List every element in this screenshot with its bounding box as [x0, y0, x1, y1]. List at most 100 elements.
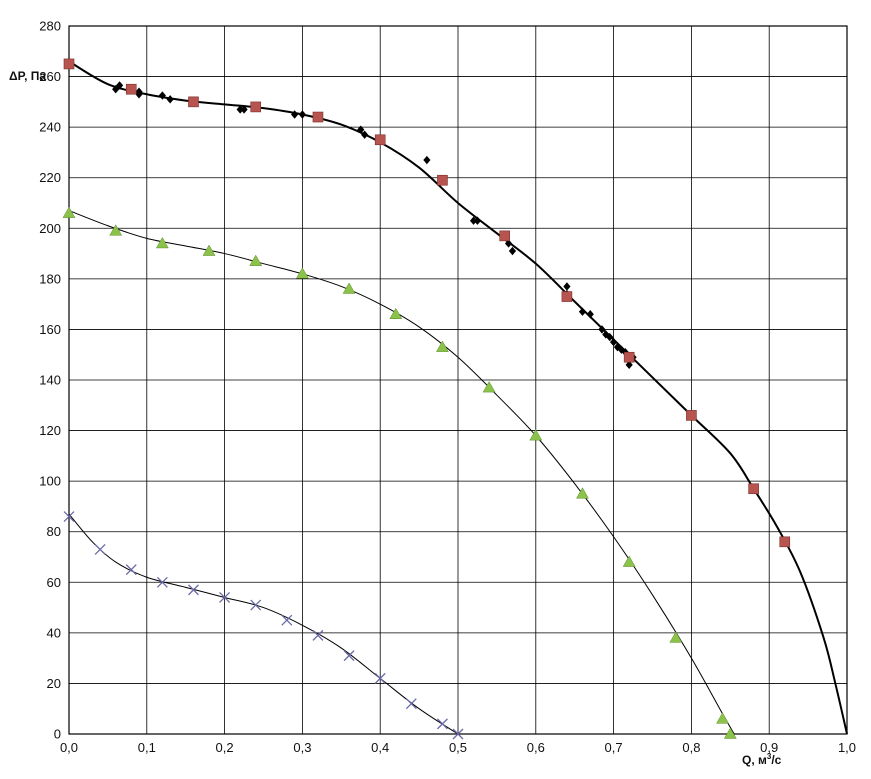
data-point-triangle — [389, 307, 403, 320]
data-point-cross — [374, 672, 386, 684]
data-point-square — [561, 291, 573, 302]
data-point-cross — [436, 718, 448, 730]
data-point-cross — [405, 698, 417, 710]
x-tick-label: 0,1 — [138, 740, 156, 755]
x-tick-label: 0,8 — [682, 740, 700, 755]
data-point-cross — [452, 728, 464, 740]
data-point-diamond — [423, 155, 431, 165]
data-point-triangle — [723, 727, 737, 739]
data-point-cross — [312, 629, 324, 641]
data-point-diamond — [135, 87, 143, 96]
y-tick-label: 140 — [39, 373, 61, 388]
data-point-diamond — [613, 342, 622, 352]
data-point-square — [779, 536, 791, 548]
grid — [68, 25, 848, 735]
data-point-cross — [250, 599, 262, 611]
data-point-diamond — [115, 81, 124, 90]
data-point-diamond — [586, 310, 594, 319]
fit-curve-2 — [68, 210, 735, 735]
data-point-triangle — [529, 429, 543, 441]
x-axis-label: Q, м3/с — [742, 752, 782, 767]
data-point-square — [499, 230, 510, 242]
x-tick-label: 0,2 — [216, 740, 234, 755]
data-point-triangle — [576, 487, 589, 499]
data-point-triangle — [62, 206, 76, 218]
data-point-cross — [343, 650, 355, 662]
data-point-cross — [125, 564, 137, 576]
data-point-diamond — [357, 125, 365, 134]
data-point-triangle — [342, 282, 356, 294]
data-point-cross — [281, 614, 293, 626]
data-point-diamond — [240, 105, 248, 114]
data-point-diamond — [504, 239, 513, 248]
data-point-square — [312, 111, 324, 123]
data-point-diamond — [473, 216, 482, 225]
x-axis-label-base: Q, м — [742, 753, 767, 767]
y-tick-label: 260 — [39, 69, 61, 84]
data-point-diamond — [469, 216, 478, 225]
y-tick-label: 120 — [39, 423, 61, 438]
x-tick-label: 0,4 — [371, 740, 389, 755]
x-tick-label: 0,7 — [605, 740, 623, 755]
y-tick-label: 40 — [47, 625, 61, 640]
data-point-square — [623, 351, 635, 363]
data-point-square — [437, 174, 448, 186]
data-point-triangle — [482, 381, 496, 393]
x-tick-label: 0,3 — [293, 740, 311, 755]
data-point-diamond — [598, 325, 606, 334]
data-point-diamond — [298, 110, 306, 119]
data-point-cross — [94, 543, 106, 555]
data-point-square — [748, 483, 759, 495]
data-point-square — [188, 96, 199, 108]
data-markers — [62, 58, 791, 740]
data-point-diamond — [563, 282, 571, 291]
data-point-cross — [188, 584, 199, 596]
y-tick-labels: 0 20 40 60 80 100 120 140 160 180 200 220 240 260 280 — [39, 19, 61, 742]
data-point-triangle — [295, 267, 309, 279]
data-point-cross — [156, 576, 168, 588]
data-point-diamond — [606, 332, 614, 342]
data-point-diamond — [236, 105, 244, 114]
data-point-triangle — [249, 254, 263, 266]
data-point-square — [374, 134, 386, 146]
data-point-diamond — [158, 91, 166, 100]
y-tick-label: 280 — [39, 19, 61, 34]
data-point-triangle — [669, 631, 683, 643]
y-tick-label: 240 — [39, 120, 61, 135]
data-point-square — [250, 101, 262, 113]
data-point-diamond — [578, 307, 587, 316]
x-tick-label: 0,9 — [760, 740, 778, 755]
data-point-diamond — [610, 337, 618, 347]
y-axis-label: ΔP, Па — [9, 69, 46, 83]
x-axis-label-tail: /с — [771, 753, 781, 767]
data-point-cross — [219, 591, 231, 603]
fit-curve-3 — [68, 513, 459, 735]
data-point-diamond — [166, 95, 174, 104]
x-tick-label: 0,5 — [449, 740, 467, 755]
data-point-triangle — [155, 236, 169, 249]
data-point-triangle — [622, 555, 636, 567]
data-point-diamond — [625, 360, 633, 370]
fit-curve-1 — [68, 60, 848, 735]
x-tick-label: 0,6 — [527, 740, 545, 755]
data-point-square — [63, 58, 75, 70]
x-tick-label: 1,0 — [838, 740, 856, 755]
data-point-triangle — [716, 712, 729, 724]
data-point-diamond — [361, 130, 369, 139]
y-tick-label: 100 — [39, 474, 61, 489]
y-tick-label: 60 — [47, 575, 61, 590]
data-point-diamond — [508, 246, 517, 256]
x-tick-labels: 0,0 0,1 0,2 0,3 0,4 0,5 0,6 0,7 0,8 0,9 1,0 — [60, 740, 856, 755]
y-tick-label: 200 — [39, 221, 61, 236]
x-tick-label: 0,0 — [60, 740, 78, 755]
y-tick-label: 80 — [47, 524, 61, 539]
y-tick-label: 220 — [39, 170, 61, 185]
data-point-square — [686, 410, 697, 421]
data-point-triangle — [109, 224, 123, 236]
data-point-triangle — [436, 340, 449, 352]
data-point-cross — [63, 511, 75, 523]
y-tick-label: 180 — [39, 271, 61, 286]
data-point-square — [125, 83, 137, 95]
x-axis-label-sup: 3 — [767, 752, 772, 761]
